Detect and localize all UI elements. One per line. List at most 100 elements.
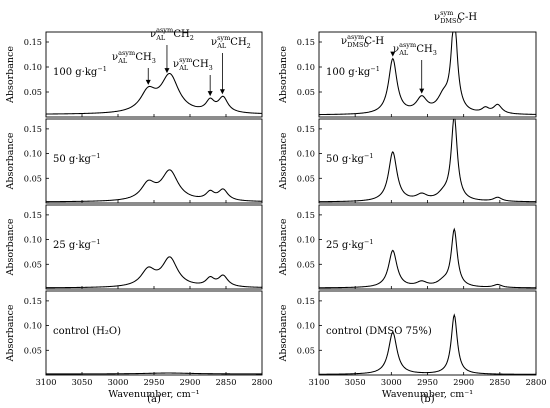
chart-a-row-1-peak-annotation-1-arrow-head <box>145 79 151 85</box>
chart-a-x-tick-label: 3050 <box>72 377 93 387</box>
chart-b-row-2-y-tick-label: 0.10 <box>297 149 315 159</box>
chart-b-x-tick-label: 2850 <box>489 377 510 387</box>
chart-a-row-3-sample-label-unit-exponent: −1 <box>91 238 101 246</box>
chart-b-row-2-y-tick-label: 0.15 <box>297 124 315 134</box>
chart-a-row-2-spectrum-line <box>46 169 263 203</box>
chart-b-row-3-y-tick-label: 0.05 <box>297 259 315 269</box>
chart-a-row-1-peak-annotation-3-arrow-head <box>207 91 213 97</box>
chart-a-row-1-y-tick-label: 0.15 <box>24 37 42 47</box>
chart-a-x-tick-label: 2950 <box>144 377 165 387</box>
chart-a-row-3-y-tick-label: 0.15 <box>24 210 42 220</box>
chart-a-row-1-peak-annotation-4-superscript: sym <box>217 34 230 42</box>
chart-b-row-2-y-axis-title: Absorbance <box>278 132 289 190</box>
chart-b-row-1-peak-annotation-2-group: CH <box>416 44 433 55</box>
chart-a-row-1-peak-annotation-3: νsym AL CH3 <box>173 56 213 72</box>
chart-a-row-1-peak-annotation-3-group-subscript: 3 <box>209 64 213 72</box>
chart-a-row-4-y-tick-label: 0.15 <box>24 296 42 306</box>
chart-b-row-1-peak-annotation-3: νsym DMSOC-H <box>434 9 477 25</box>
chart-a-row-1-sample-label-unit-exponent: −1 <box>97 65 107 73</box>
chart-b-row-1-peak-annotation-1: νasym DMSOC-H <box>341 33 384 49</box>
chart-a-row-1-sample-label-main: 100 g·kg <box>53 67 98 78</box>
chart-b-row-1-peak-annotation-3-subscript: DMSO <box>440 17 462 25</box>
chart-a-row-4-sample-label-main: control (H₂O) <box>53 326 121 337</box>
chart-b-row-1-peak-annotation-3-group: C-H <box>457 12 477 23</box>
chart-a-x-tick-label: 2900 <box>180 377 201 387</box>
chart-a-x-axis-title: Wavenumber, cm⁻¹ <box>108 389 199 400</box>
chart-b-row-3-y-tick-label: 0.15 <box>297 210 315 220</box>
chart-a-row-2-sample-label-unit-exponent: −1 <box>91 152 101 160</box>
chart-a-row-1-peak-annotation-2-arrow-head <box>164 68 170 74</box>
chart-a-row-2-y-tick-label: 0.15 <box>24 124 42 134</box>
chart-b-row-1-peak-annotation-1-subscript: DMSO <box>347 41 369 49</box>
chart-b-row-4-sample-label: control (DMSO 75%) <box>326 326 432 337</box>
chart-b-row-1-y-axis-title: Absorbance <box>278 46 289 104</box>
chart-a-row-1-peak-annotation-2-subscript: AL <box>155 34 166 42</box>
chart-b-row-1-sample-label-main: 100 g·kg <box>326 67 371 78</box>
chart-b-row-3-y-axis-title: Absorbance <box>278 218 289 276</box>
chart-a-row-1-y-tick-label: 0.05 <box>24 87 42 97</box>
chart-b-row-1-spectrum-line <box>319 31 537 116</box>
chart-b-x-tick-label: 3050 <box>345 377 366 387</box>
chart-b-row-1-peak-annotation-2: νasym AL CH3 <box>393 41 437 57</box>
chart-a-row-1-peak-annotation-3-superscript: sym <box>179 56 192 64</box>
chart-b-row-1-peak-annotation-1-symbol: ν <box>341 36 347 47</box>
chart-a-row-3-y-tick-label: 0.10 <box>24 235 42 245</box>
chart-a-row-1-peak-annotation-1-subscript: AL <box>117 57 128 65</box>
chart-a-row-4-y-tick-label: 0.05 <box>24 345 42 355</box>
chart-b-row-1-peak-annotation-1-superscript: asym <box>347 33 364 41</box>
chart-a-row-1-peak-annotation-3-symbol: ν <box>173 59 179 70</box>
chart-b-row-1-y-tick-label: 0.15 <box>297 37 315 47</box>
chart-b-row-2-sample-label-main: 50 g·kg <box>326 154 365 165</box>
chart-a-row-3-sample-label: 25 g·kg−1 <box>53 238 101 251</box>
chart-a-row-1-y-axis-title: Absorbance <box>5 46 16 104</box>
chart-b-row-2-y-tick-label: 0.05 <box>297 173 315 183</box>
chart-b-row-4-y-tick-label: 0.10 <box>297 321 315 331</box>
chart-a-row-2-y-tick-label: 0.05 <box>24 173 42 183</box>
chart-a-row-1-peak-annotation-4: νsym AL CH2 <box>211 34 251 50</box>
chart-b-x-axis-title: Wavenumber, cm⁻¹ <box>382 389 473 400</box>
chart-a-row-3-sample-label-main: 25 g·kg <box>53 240 92 251</box>
chart-b-row-4-y-tick-label: 0.05 <box>297 345 315 355</box>
chart-a-row-1-peak-annotation-4-symbol: ν <box>211 37 217 48</box>
chart-a-row-3-y-axis-title: Absorbance <box>5 218 16 276</box>
chart-a-row-3-spectrum-line <box>46 256 263 289</box>
chart-a-panel-label: (a) <box>147 394 161 405</box>
chart-a-row-2-y-axis-title: Absorbance <box>5 132 16 190</box>
chart-b-row-4-y-tick-label: 0.15 <box>297 296 315 306</box>
chart-b-x-tick-label: 2950 <box>417 377 438 387</box>
chart-b-row-1-y-tick-label: 0.10 <box>297 62 315 72</box>
chart-a-row-1-sample-label: 100 g·kg−1 <box>53 65 107 78</box>
chart-b-row-1-sample-label: 100 g·kg−1 <box>326 65 380 78</box>
chart-a-row-1-peak-annotation-3-subscript: AL <box>178 64 189 72</box>
chart-b-row-2-spectrum-line <box>319 118 536 203</box>
chart-b-row-1-peak-annotation-3-superscript: sym <box>440 9 453 17</box>
chart-a-row-2-y-tick-label: 0.10 <box>24 149 42 159</box>
chart-b-x-tick-label: 3100 <box>309 377 330 387</box>
chart-a-row-1-peak-annotation-4-subscript: AL <box>216 42 227 50</box>
chart-b-x-tick-label: 3000 <box>381 377 402 387</box>
chart-b-row-4-spectrum-line <box>318 313 537 375</box>
chart-a-row-1-peak-annotation-1: νasym AL CH3 <box>112 49 156 65</box>
chart-a-row-1-peak-annotation-3-group: CH <box>192 59 209 70</box>
chart-b-row-1-sample-label-unit-exponent: −1 <box>370 65 380 73</box>
chart-a-row-1-peak-annotation-4-arrow-head <box>219 89 225 95</box>
chart-a-row-1-peak-annotation-1-superscript: asym <box>118 49 135 57</box>
chart-a-row-1-peak-annotation-2-group-subscript: 2 <box>190 34 194 42</box>
chart-b-row-1-peak-annotation-3-symbol: ν <box>434 12 440 23</box>
chart-b-row-1-peak-annotation-2-subscript: AL <box>398 49 409 57</box>
chart-a-row-3-y-tick-label: 0.05 <box>24 259 42 269</box>
chart-a-row-1-peak-annotation-2-symbol: ν <box>150 29 156 40</box>
chart-a-row-4-sample-label: control (H₂O) <box>53 326 121 337</box>
chart-a-row-1-peak-annotation-1-group: CH <box>135 52 152 63</box>
chart-b-row-3-y-tick-label: 0.10 <box>297 235 315 245</box>
chart-b-row-3-sample-label: 25 g·kg−1 <box>326 238 374 251</box>
chart-b-row-3-sample-label-main: 25 g·kg <box>326 240 365 251</box>
chart-a-row-1-peak-annotation-1-symbol: ν <box>112 52 118 63</box>
chart-b-row-1-peak-annotation-2-group-subscript: 3 <box>433 49 437 57</box>
chart-b-x-tick-label: 2800 <box>526 377 547 387</box>
chart-a-x-tick-label: 3000 <box>108 377 129 387</box>
chart-b-row-3-spectrum-line <box>318 227 537 289</box>
chart-b-row-2-sample-label-unit-exponent: −1 <box>364 152 374 160</box>
chart-b-row-1-peak-annotation-1-group: C-H <box>364 36 384 47</box>
